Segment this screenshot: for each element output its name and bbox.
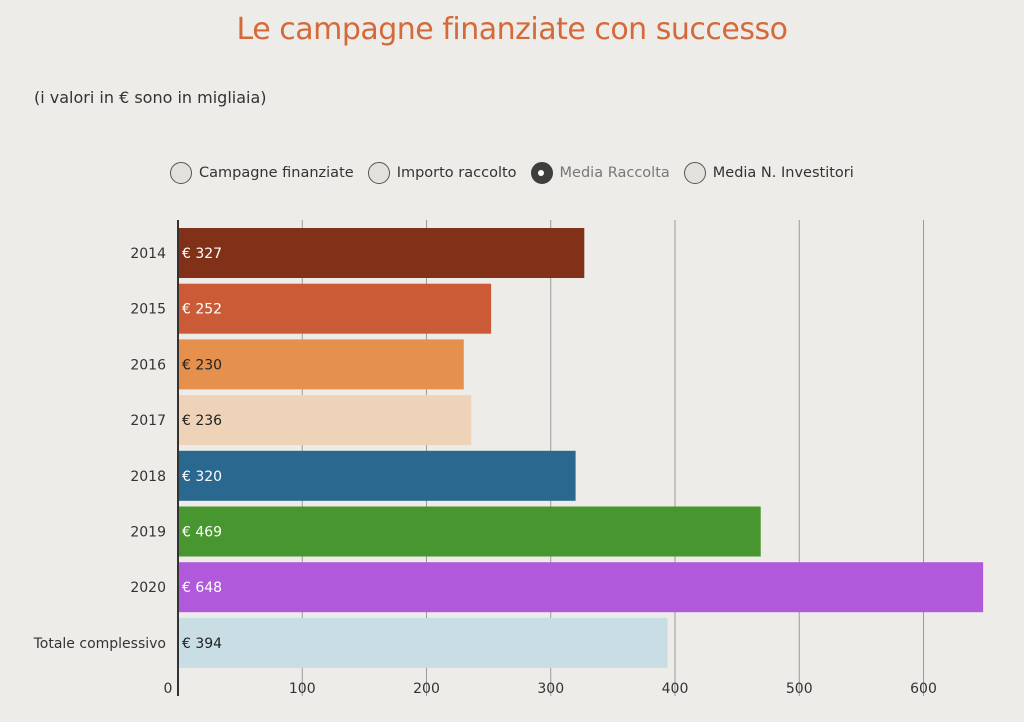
radio-icon[interactable] [683, 162, 706, 184]
legend-label: Media N. Investitori [712, 165, 854, 181]
bar [178, 562, 984, 613]
bar [178, 617, 668, 668]
x-tick-label: 600 [910, 681, 937, 697]
chart-title: Le campagne finanziate con successo [236, 12, 788, 47]
legend-item-media-n-investitori[interactable]: Media N. Investitori [683, 162, 854, 184]
legend-label: Campagne finanziate [199, 165, 354, 181]
chart-subtitle: (i valori in € sono in migliaia) [34, 88, 267, 107]
legend-item-media-raccolta[interactable]: Media Raccolta [530, 162, 670, 184]
x-tick-label: 200 [413, 681, 440, 697]
bar-value-label: € 648 [182, 580, 222, 596]
x-tick-label: 400 [662, 681, 689, 697]
x-tick-label: 500 [786, 681, 813, 697]
bar [178, 228, 585, 278]
bar-value-label: € 394 [182, 636, 222, 652]
bar [178, 339, 464, 390]
bar-value-label: € 230 [182, 357, 222, 373]
category-label: 2019 [130, 525, 166, 541]
radio-selected-icon[interactable] [530, 162, 553, 184]
bar [178, 395, 472, 446]
bar-value-label: € 320 [182, 469, 222, 485]
legend-item-campagne-finanziate[interactable]: Campagne finanziate [170, 162, 354, 184]
legend: Campagne finanziate Importo raccolto Med… [170, 162, 854, 184]
category-label: 2014 [130, 246, 166, 262]
bar-value-label: € 236 [182, 413, 222, 429]
category-label: 2015 [130, 302, 166, 318]
bar-value-label: € 252 [182, 302, 222, 318]
category-label: 2017 [130, 413, 166, 429]
legend-label: Media Raccolta [559, 165, 670, 181]
bar-value-label: € 469 [182, 525, 222, 541]
legend-item-importo-raccolto[interactable]: Importo raccolto [367, 162, 517, 184]
x-tick-label: 100 [289, 681, 316, 697]
radio-icon[interactable] [367, 162, 390, 184]
category-label: 2016 [130, 357, 166, 373]
x-tick-label: 300 [537, 681, 564, 697]
bar [178, 283, 492, 334]
category-label: 2018 [130, 469, 166, 485]
radio-icon[interactable] [170, 162, 192, 184]
legend-label: Importo raccolto [396, 165, 517, 181]
category-label: Totale complessivo [33, 636, 166, 652]
category-label: 2020 [130, 580, 166, 596]
x-tick-label: 0 [164, 681, 173, 697]
bar [178, 450, 576, 501]
bar [178, 506, 761, 557]
bar-value-label: € 327 [182, 246, 222, 262]
